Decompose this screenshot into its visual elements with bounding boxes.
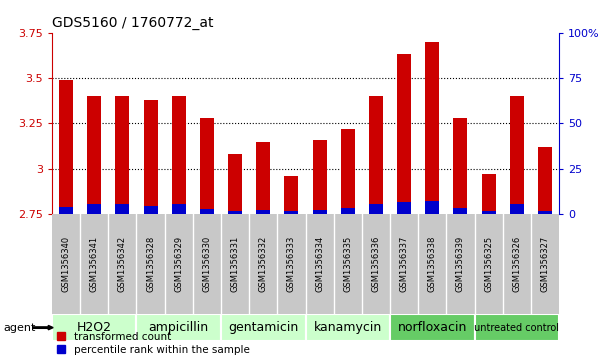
Text: untreated control: untreated control bbox=[474, 323, 559, 333]
Text: agent: agent bbox=[3, 323, 35, 333]
Bar bbox=[200, 209, 214, 214]
Text: GSM1356325: GSM1356325 bbox=[484, 236, 493, 292]
Bar bbox=[481, 211, 496, 214]
Bar bbox=[306, 314, 390, 341]
Bar bbox=[115, 204, 130, 214]
Bar bbox=[313, 140, 327, 210]
Bar bbox=[256, 210, 270, 214]
Bar bbox=[453, 208, 467, 214]
Text: GSM1356336: GSM1356336 bbox=[371, 236, 381, 292]
Bar bbox=[397, 54, 411, 203]
Bar bbox=[390, 314, 475, 341]
Bar bbox=[221, 314, 306, 341]
Bar bbox=[481, 174, 496, 211]
Text: kanamycin: kanamycin bbox=[313, 321, 382, 334]
Text: GSM1356332: GSM1356332 bbox=[258, 236, 268, 292]
Text: GSM1356335: GSM1356335 bbox=[343, 236, 353, 292]
Text: norfloxacin: norfloxacin bbox=[398, 321, 467, 334]
Bar bbox=[52, 314, 136, 341]
Text: gentamicin: gentamicin bbox=[228, 321, 298, 334]
Text: H2O2: H2O2 bbox=[77, 321, 112, 334]
Bar bbox=[172, 204, 186, 214]
Bar bbox=[475, 314, 559, 341]
Text: GSM1356331: GSM1356331 bbox=[230, 236, 240, 292]
Bar bbox=[144, 100, 158, 206]
Bar bbox=[425, 201, 439, 214]
Text: GSM1356342: GSM1356342 bbox=[118, 236, 127, 292]
Bar bbox=[369, 204, 383, 214]
Bar bbox=[369, 96, 383, 204]
Bar bbox=[341, 129, 355, 208]
Bar bbox=[284, 176, 298, 211]
Text: GSM1356333: GSM1356333 bbox=[287, 236, 296, 292]
Text: GSM1356338: GSM1356338 bbox=[428, 236, 437, 292]
Bar bbox=[200, 118, 214, 209]
Text: GSM1356340: GSM1356340 bbox=[62, 236, 70, 292]
Bar bbox=[425, 42, 439, 201]
Text: GSM1356329: GSM1356329 bbox=[174, 236, 183, 292]
Bar bbox=[172, 96, 186, 204]
Bar bbox=[228, 154, 242, 211]
Bar bbox=[87, 96, 101, 204]
Bar bbox=[115, 96, 130, 204]
Text: GSM1356337: GSM1356337 bbox=[400, 236, 409, 292]
Legend: transformed count, percentile rank within the sample: transformed count, percentile rank withi… bbox=[57, 332, 250, 355]
Bar bbox=[538, 211, 552, 214]
Text: GSM1356330: GSM1356330 bbox=[202, 236, 211, 292]
Bar bbox=[228, 211, 242, 214]
Bar bbox=[59, 80, 73, 207]
Bar bbox=[397, 203, 411, 214]
Text: GSM1356327: GSM1356327 bbox=[541, 236, 549, 292]
Bar bbox=[313, 210, 327, 214]
Text: GSM1356328: GSM1356328 bbox=[146, 236, 155, 292]
Text: GSM1356339: GSM1356339 bbox=[456, 236, 465, 292]
Bar bbox=[256, 142, 270, 210]
Bar bbox=[341, 208, 355, 214]
Bar bbox=[144, 206, 158, 214]
Bar bbox=[510, 96, 524, 204]
Bar bbox=[453, 118, 467, 208]
Text: ampicillin: ampicillin bbox=[148, 321, 209, 334]
Text: GSM1356334: GSM1356334 bbox=[315, 236, 324, 292]
Bar bbox=[510, 204, 524, 214]
Bar bbox=[136, 314, 221, 341]
Bar bbox=[538, 147, 552, 211]
Bar bbox=[87, 204, 101, 214]
Text: GSM1356326: GSM1356326 bbox=[512, 236, 521, 292]
Text: GDS5160 / 1760772_at: GDS5160 / 1760772_at bbox=[52, 16, 213, 30]
Text: GSM1356341: GSM1356341 bbox=[90, 236, 99, 292]
Bar bbox=[284, 211, 298, 214]
Bar bbox=[59, 207, 73, 214]
